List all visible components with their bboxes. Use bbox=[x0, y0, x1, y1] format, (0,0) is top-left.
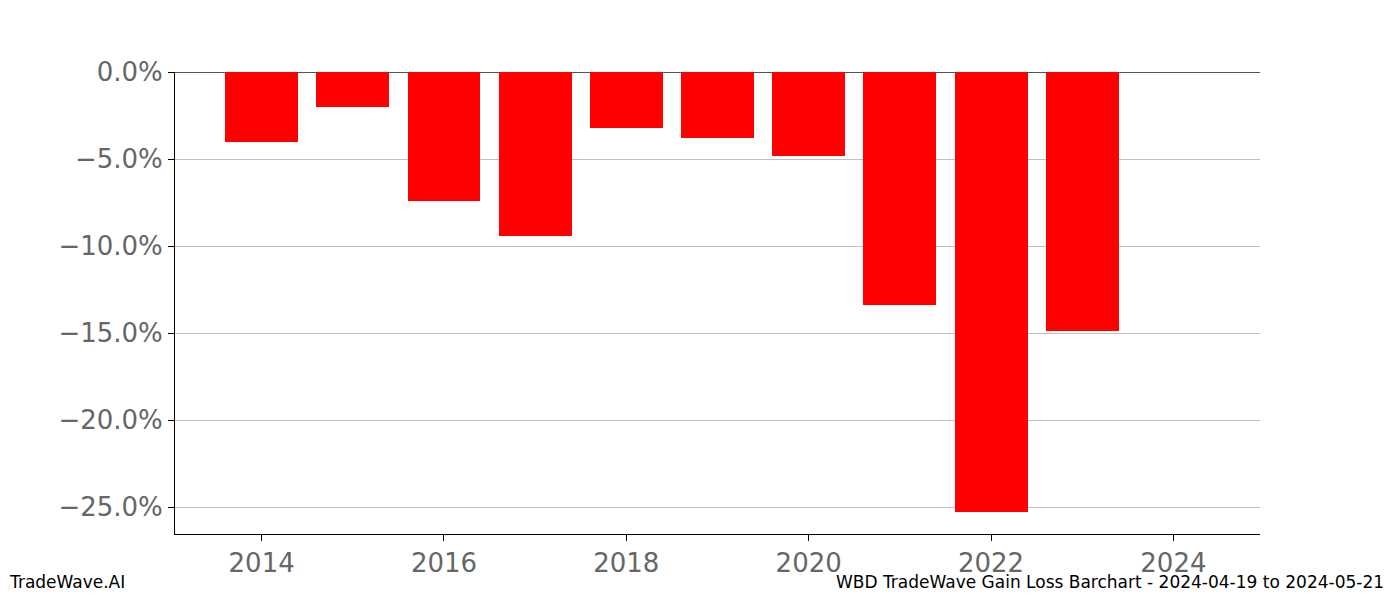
svg-text:−5.0%: −5.0% bbox=[75, 144, 163, 174]
svg-text:TradeWave.AI: TradeWave.AI bbox=[9, 572, 125, 592]
svg-text:WBD TradeWave Gain Loss Barcha: WBD TradeWave Gain Loss Barchart - 2024-… bbox=[836, 572, 1384, 592]
svg-text:2014: 2014 bbox=[229, 548, 295, 578]
svg-text:2018: 2018 bbox=[593, 548, 659, 578]
svg-text:2016: 2016 bbox=[411, 548, 477, 578]
svg-text:2022: 2022 bbox=[958, 548, 1024, 578]
svg-text:0.0%: 0.0% bbox=[97, 57, 163, 87]
svg-text:−25.0%: −25.0% bbox=[58, 492, 162, 522]
svg-text:−20.0%: −20.0% bbox=[58, 405, 162, 435]
svg-text:−10.0%: −10.0% bbox=[58, 231, 162, 261]
svg-text:2020: 2020 bbox=[776, 548, 842, 578]
svg-text:−15.0%: −15.0% bbox=[58, 318, 162, 348]
svg-text:2024: 2024 bbox=[1140, 548, 1206, 578]
